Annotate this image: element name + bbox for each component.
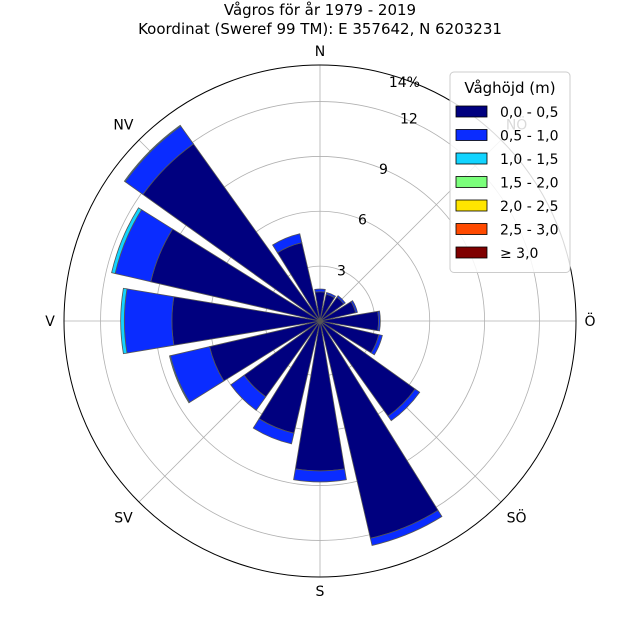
compass-label-SV: SV <box>114 511 133 527</box>
legend-box <box>449 71 571 273</box>
legend-label-1: 0,5 - 1,0 <box>500 129 558 145</box>
bar-SSV-bin-1 <box>252 418 295 445</box>
bar-VSV-bin-2 <box>168 355 191 404</box>
bar-NÖ-bin-1 <box>336 295 346 305</box>
bar-S-bin-1 <box>293 468 347 483</box>
legend-swatch-3 <box>455 176 488 188</box>
legend-title: Våghöjd (m) <box>464 79 555 97</box>
bar-V-bin-1 <box>123 288 175 354</box>
bar-SSÖ-bin-1 <box>369 509 443 546</box>
legend-label-5: 2,5 - 3,0 <box>500 223 558 239</box>
legend-label-2: 1,0 - 1,5 <box>500 152 558 168</box>
compass-label-S: S <box>316 584 325 600</box>
radial-max-label: 14% <box>389 75 420 91</box>
radial-tick-label-12: 12 <box>400 111 418 127</box>
bar-V-bin-2 <box>120 287 128 355</box>
radial-tick-label-9: 9 <box>379 162 388 178</box>
legend-swatch-6 <box>455 246 488 259</box>
bar-group <box>111 124 443 546</box>
compass-label-SÖ: SÖ <box>507 509 527 527</box>
compass-label-N: N <box>315 44 325 60</box>
legend-label-6: ≥ 3,0 <box>500 246 538 262</box>
chart-title-line-1: Vågros för år 1979 - 2019 <box>224 1 416 19</box>
bar-VNV-bin-2 <box>111 207 143 274</box>
legend-label-3: 1,5 - 2,0 <box>500 176 558 192</box>
legend-label-4: 2,0 - 2,5 <box>500 199 558 215</box>
bar-NV-bin-2 <box>123 124 182 183</box>
bar-N-bin-1 <box>314 288 326 293</box>
compass-label-Ö: Ö <box>584 312 595 330</box>
legend-label-0: 0,0 - 0,5 <box>500 105 558 121</box>
legend-swatch-1 <box>455 129 488 141</box>
radial-tick-label-3: 3 <box>337 263 346 279</box>
bar-NNÖ-bin-1 <box>325 292 337 299</box>
bar-ÖNÖ-bin-1 <box>350 300 358 314</box>
outer-circle <box>63 64 577 578</box>
axis-labels: NNÖÖSÖSSVVNV3691214% <box>45 44 595 600</box>
legend-swatch-2 <box>455 152 488 165</box>
legend-swatch-5 <box>455 223 488 235</box>
compass-label-NV: NV <box>113 117 133 133</box>
bar-SÖ-bin-1 <box>387 388 421 422</box>
legend-swatch-0 <box>455 105 488 118</box>
bar-SV-bin-1 <box>230 374 267 411</box>
legend: Våghöjd (m) 0,0 - 0,5 0,5 - 1,0 1,0 - 1,5 1,… <box>449 71 571 273</box>
bar-ÖSÖ-bin-1 <box>370 334 383 356</box>
radial-tick-label-6: 6 <box>358 213 367 229</box>
chart-title-line-2: Koordinat (Sweref 99 TM): E 357642, N 62… <box>138 20 502 38</box>
compass-label-V: V <box>45 314 55 330</box>
bar-NNV-bin-1 <box>272 233 303 254</box>
bar-Ö-bin-1 <box>377 310 381 332</box>
legend-swatch-4 <box>455 199 488 212</box>
